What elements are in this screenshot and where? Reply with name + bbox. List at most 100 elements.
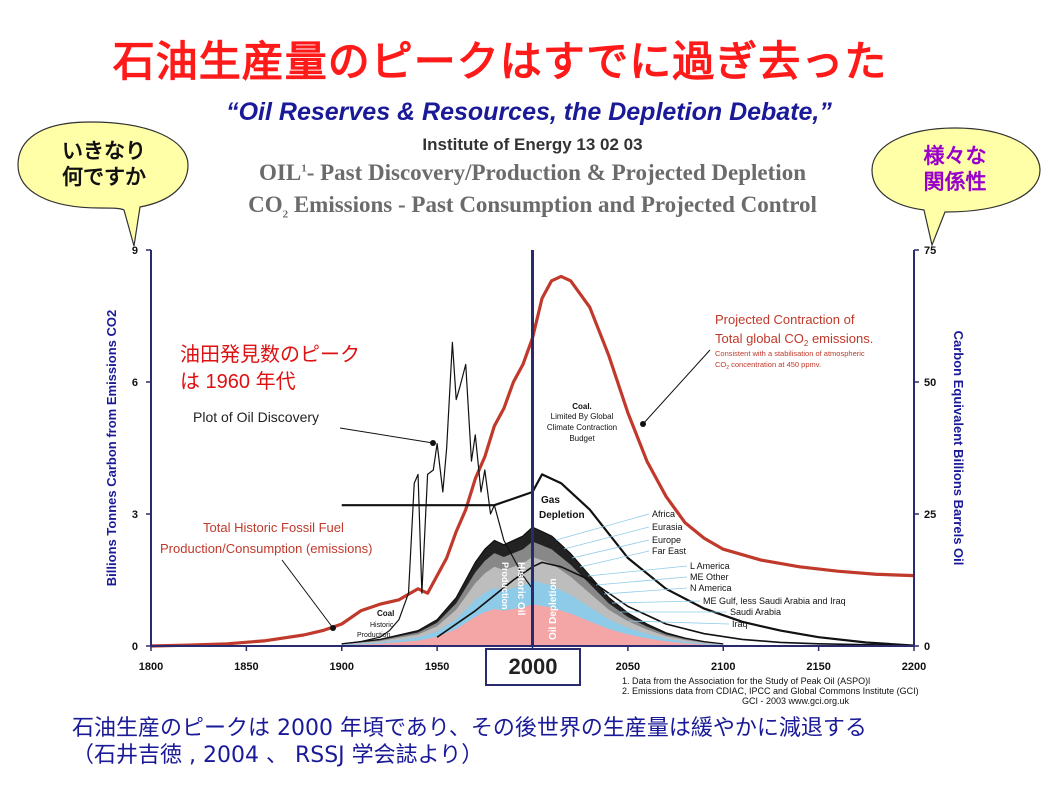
left-tick-label: 6 — [132, 377, 138, 389]
right-bubble-line1: 様々な — [924, 144, 987, 168]
projected-emissions-line — [530, 274, 915, 578]
note-2: 2. Emissions data from CDIAC, IPCC and G… — [622, 686, 919, 696]
left-axis-title: Billions Tonnes Carbon from Emissions CO… — [104, 310, 119, 586]
historic-marker — [330, 625, 336, 631]
co2-title-prefix: CO — [248, 192, 283, 217]
projected-contraction-text: Total global CO — [715, 331, 804, 346]
coal-limited-line4: Budget — [569, 434, 595, 443]
footer-line2: （石井吉徳 , 2004 、 RSSJ 学会誌より） — [72, 743, 484, 768]
coal-budget-line — [341, 473, 915, 647]
consistent-co: CO — [715, 360, 726, 369]
coal-limited-line3: Climate Contraction — [547, 423, 617, 432]
main-title: 石油生産量のピークはすでに過ぎ去った — [112, 37, 888, 86]
right-bubble-line2: 関係性 — [924, 170, 987, 194]
projected-contraction-end: emissions. — [808, 331, 873, 346]
note-3: GCI - 2003 www.gci.org.uk — [742, 696, 850, 706]
footer-caption: 石油生産のピークは 2000 年頃であり、その後世界の生産量は緩やかに減退する … — [72, 715, 867, 769]
oil-title-prefix: OIL — [259, 160, 302, 185]
right-tick-label: 75 — [924, 245, 936, 257]
right-tick-label: 50 — [924, 377, 936, 389]
discovery-leader-line — [339, 427, 434, 444]
region-label: ME Other — [690, 572, 729, 582]
year-2000-box: 2000 — [485, 648, 581, 686]
region-label: Iraq — [732, 619, 748, 629]
coal-historic-line3: Production — [357, 632, 391, 639]
left-tick-label: 0 — [132, 641, 138, 653]
region-leader — [611, 600, 701, 604]
oil-title-rest: - Past Discovery/Production & Projected … — [306, 160, 806, 185]
region-label: Saudi Arabia — [730, 607, 781, 617]
region-label: L America — [690, 561, 730, 571]
plot-of-oil-discovery-label: Plot of Oil Discovery — [193, 409, 319, 425]
region-leader — [555, 513, 650, 541]
right-tick-label: 0 — [924, 641, 930, 653]
region-leader — [563, 526, 650, 550]
region-leader — [587, 565, 688, 577]
coal-limited-line1: Coal. — [572, 402, 592, 411]
x-tick-label: 1850 — [234, 661, 258, 673]
region-leader — [571, 539, 650, 559]
region-leader — [627, 620, 730, 625]
data-source-notes: 1. Data from the Association for the Stu… — [622, 676, 919, 706]
x-tick-label: 2100 — [711, 661, 735, 673]
gas-depletion-line1: Gas — [541, 495, 560, 506]
region-leader — [579, 550, 650, 568]
oil-depletion-label: Oil Depletion — [548, 578, 559, 640]
gas-depletion-line — [436, 561, 915, 647]
region-label: Eurasia — [652, 522, 683, 532]
oil-chart-title: OIL1- Past Discovery/Production & Projec… — [0, 160, 1058, 186]
coal-limited-line2: Limited By Global — [551, 412, 614, 421]
historic-oil-label: Historic Oil — [515, 562, 526, 616]
consistent-line1: Consistent with a stabilisation of atmos… — [715, 349, 865, 358]
historic-leader-line — [281, 559, 334, 629]
oil-discovery-line — [341, 341, 533, 645]
discovery-marker — [430, 440, 436, 446]
footer-line1: 石油生産のピークは 2000 年頃であり、その後世界の生産量は緩やかに減退する — [72, 716, 867, 741]
left-tick-label: 3 — [132, 509, 138, 521]
x-tick-label: 2150 — [806, 661, 830, 673]
historic-emissions-line — [150, 337, 535, 648]
projection-marker — [640, 421, 646, 427]
coal-historic-line1: Coal — [377, 609, 394, 618]
co2-title-rest: Emissions - Past Consumption and Project… — [288, 192, 817, 217]
consistent-end: concentration at 450 ppmv. — [729, 360, 821, 369]
left-speech-bubble: いきなり 何ですか — [17, 121, 189, 247]
projected-contraction-line2: Total global CO2 emissions. — [715, 331, 873, 348]
total-historic-line1: Total Historic Fossil Fuel — [203, 520, 344, 535]
left-tick-label: 9 — [132, 245, 138, 257]
total-historic-line2: Production/Consumption (emissions) — [160, 541, 372, 556]
oil-title-footnote: 1 — [301, 162, 307, 175]
x-tick-label: 2200 — [902, 661, 926, 673]
note-1: 1. Data from the Association for the Stu… — [622, 676, 871, 686]
projected-contraction-line1: Projected Contraction of — [715, 312, 855, 327]
co2-title-subscript: 2 — [282, 208, 289, 221]
subtitle-english: “Oil Reserves & Resources, the Depletion… — [226, 98, 832, 126]
region-label: Europe — [652, 535, 681, 545]
discovery-peak-jp-line1: 油田発見数のピーク — [180, 343, 360, 366]
right-speech-bubble: 様々な 関係性 — [871, 127, 1041, 248]
region-label: ME Gulf, less Saudi Arabia and Iraq — [703, 596, 846, 606]
region-label: Far East — [652, 546, 687, 556]
consistent-sub: 2 — [726, 365, 729, 371]
region-leader — [603, 587, 688, 595]
institute-line: Institute of Energy 13 02 03 — [422, 135, 643, 154]
x-tick-label: 1950 — [425, 661, 449, 673]
projection-leader-line — [642, 349, 711, 425]
discovery-peak-jp-line2: は 1960 年代 — [180, 370, 296, 393]
right-tick-label: 25 — [924, 509, 936, 521]
coal-historic-line2: Historic — [370, 622, 394, 629]
region-label: N America — [690, 583, 732, 593]
x-tick-label: 2050 — [616, 661, 640, 673]
x-tick-label: 1900 — [330, 661, 354, 673]
gas-depletion-line2: Depletion — [539, 510, 585, 521]
consistent-line2: CO2 concentration at 450 ppmv. — [715, 360, 821, 371]
right-axis-title: Carbon Equivalent Billions Barrels Oil — [951, 331, 966, 566]
co2-chart-title: CO2 Emissions - Past Consumption and Pro… — [0, 192, 1058, 221]
region-leader — [595, 576, 688, 586]
left-bubble-line1: いきなり — [62, 140, 146, 163]
left-bubble-line2: 何ですか — [62, 165, 146, 189]
projected-contraction-sub: 2 — [804, 339, 809, 348]
x-tick-label: 1800 — [139, 661, 163, 673]
